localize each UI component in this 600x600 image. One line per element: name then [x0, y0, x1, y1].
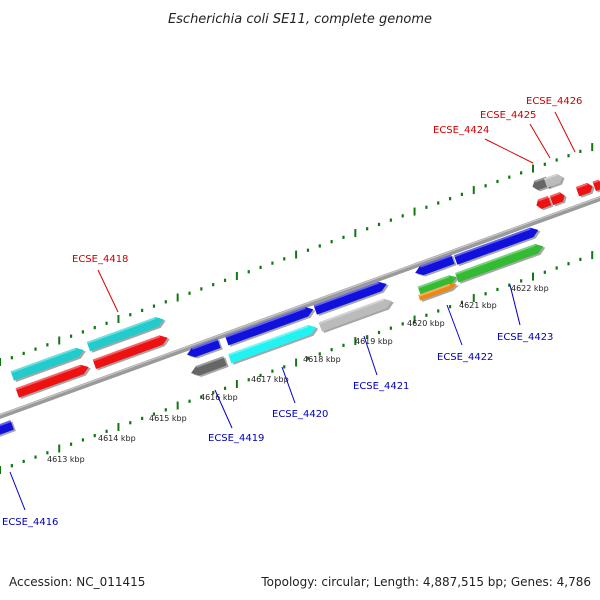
tick-label: 4621 kbp [459, 301, 497, 310]
gene-feature [453, 227, 541, 267]
gene-features [0, 173, 600, 439]
callout-line [97, 269, 119, 313]
gene-label-ecse-4420: ECSE_4420 [272, 409, 328, 420]
tick-label: 4619 kbp [355, 337, 393, 346]
gene-feature [86, 317, 166, 353]
callout-line [509, 284, 521, 326]
gene-label-ecse-4419: ECSE_4419 [208, 433, 264, 444]
accession-text: Accession: NC_011415 [9, 575, 145, 589]
gene-feature [592, 179, 600, 193]
gene-labels: ECSE_4426 ECSE_4425 ECSE_4424 ECSE_4418 … [2, 96, 582, 528]
gene-feature [225, 306, 316, 347]
gene-feature [318, 298, 394, 334]
genome-summary-text: Topology: circular; Length: 4,887,515 bp… [260, 575, 591, 589]
gene-label-ecse-4418: ECSE_4418 [72, 254, 128, 265]
gene-feature [418, 283, 459, 303]
gene-label-ecse-4426: ECSE_4426 [526, 96, 582, 107]
callout-line [9, 471, 26, 511]
tick-label: 4614 kbp [98, 434, 136, 443]
gene-label-ecse-4422: ECSE_4422 [437, 352, 493, 363]
gene-feature [549, 192, 567, 207]
gene-label-ecse-4423: ECSE_4423 [497, 332, 553, 343]
tick-label: 4622 kbp [511, 284, 549, 293]
ruler-top [0, 143, 594, 366]
gene-feature [455, 243, 546, 284]
gene-feature [228, 324, 319, 365]
callout-line [446, 304, 463, 346]
callout-line [529, 123, 551, 159]
genome-backbone [0, 195, 600, 420]
callout-line [484, 138, 534, 164]
callout-line [214, 389, 233, 429]
gene-label-ecse-4421: ECSE_4421 [353, 381, 409, 392]
callout-line [554, 111, 576, 153]
gene-feature [187, 338, 223, 359]
gene-feature [536, 195, 554, 211]
gene-feature [92, 335, 170, 371]
tick-label: 4615 kbp [149, 414, 187, 423]
gene-feature [575, 182, 595, 198]
gene-label-ecse-4416: ECSE_4416 [2, 517, 58, 528]
tick-label: 4620 kbp [407, 319, 445, 328]
ruler-bottom [0, 251, 594, 474]
tick-label: 4617 kbp [251, 375, 289, 384]
callout-line [363, 335, 378, 376]
tick-label: 4613 kbp [47, 455, 85, 464]
gene-label-ecse-4424: ECSE_4424 [433, 125, 489, 136]
gene-callouts [9, 111, 576, 511]
gene-feature [313, 281, 389, 317]
gene-feature [15, 364, 91, 400]
gene-feature [191, 356, 229, 377]
tick-label: 4618 kbp [303, 355, 341, 364]
callout-line [281, 366, 296, 404]
gene-feature [0, 420, 16, 439]
gene-feature [543, 173, 565, 190]
gene-label-ecse-4425: ECSE_4425 [480, 110, 536, 121]
map-title: Escherichia coli SE11, complete genome [168, 12, 432, 27]
gene-feature [415, 254, 457, 277]
gene-feature [10, 347, 86, 383]
